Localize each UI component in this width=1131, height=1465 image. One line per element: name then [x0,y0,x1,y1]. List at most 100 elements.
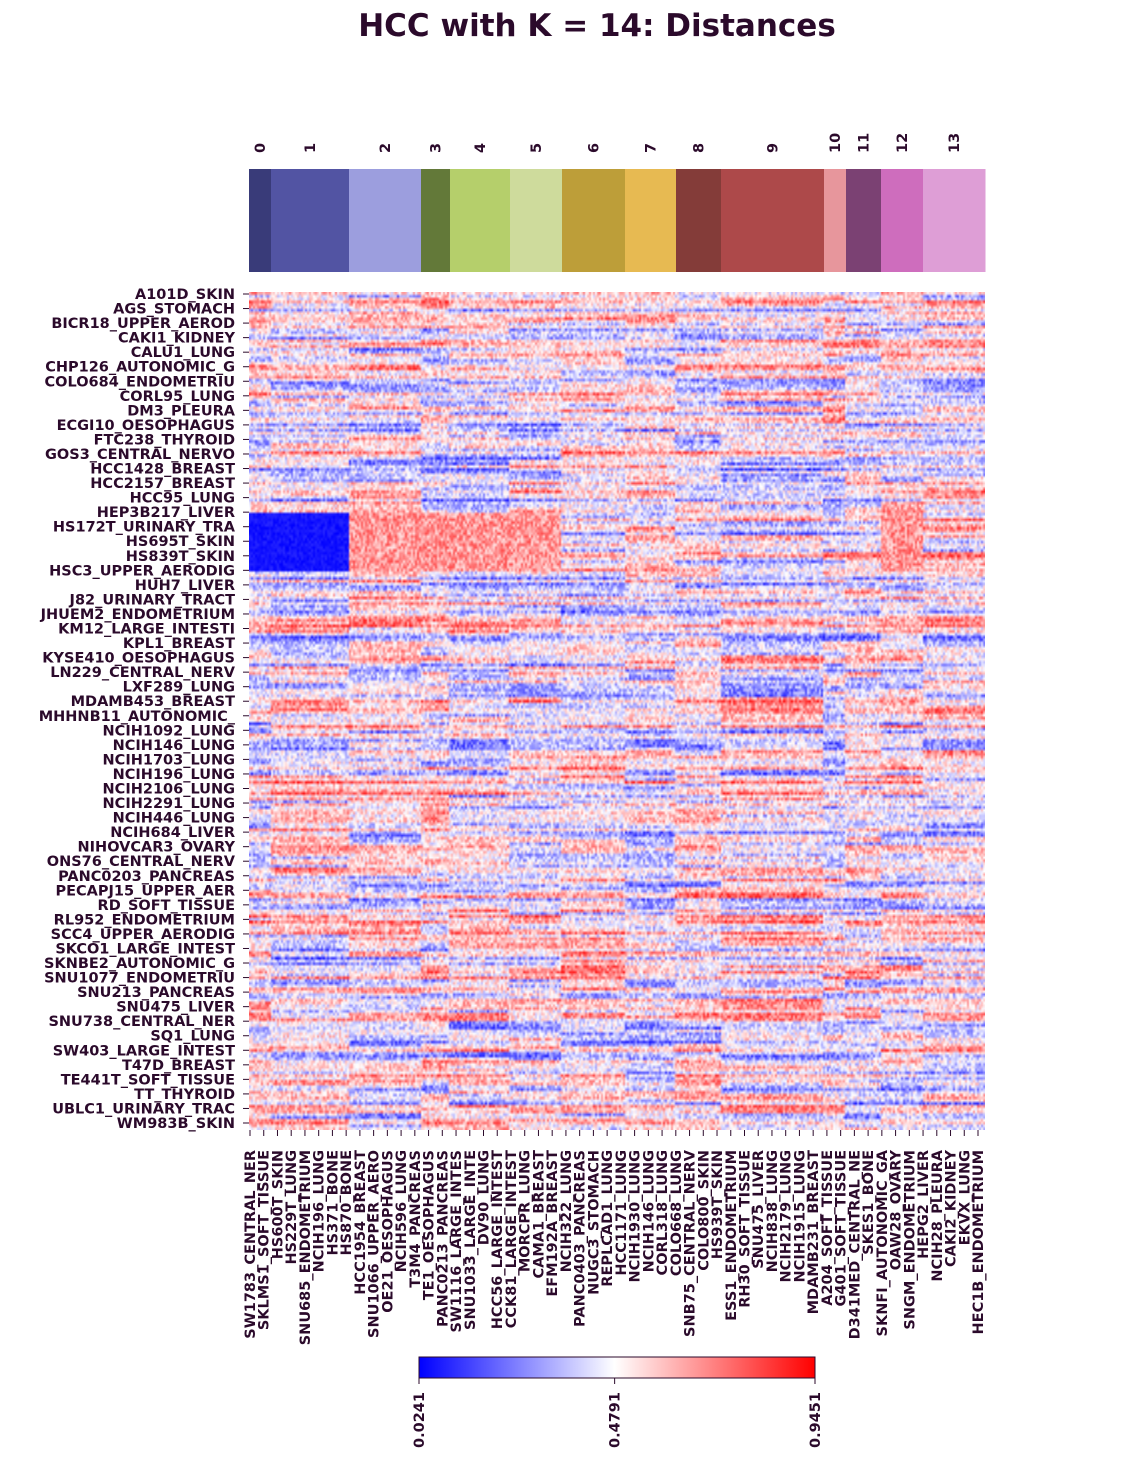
column-label: ESS1_ENDOMETRIUM [724,1150,740,1321]
cluster-label-3: 3 [429,143,445,153]
row-label: TE441T_SOFT_TISSUE [61,1072,235,1088]
column-label: HCC56_LARGE_INTEST [490,1150,506,1329]
row-label: LN229_CENTRAL_NERV [50,665,236,681]
column-label: HS870_BONE [339,1150,355,1256]
row-label: NCIH1092_LUNG [103,723,235,739]
row-label: HSC3_UPPER_AERODIG [49,563,235,579]
row-label: SNU1077_ENDOMETRIU [44,971,235,987]
row-label: KPL1_BREAST [123,636,235,652]
row-label: HCC95_LUNG [130,491,235,507]
cluster-4-swatch [450,169,511,272]
cluster-color-bar [249,169,986,272]
cluster-label-9: 9 [766,143,782,153]
column-label: HCC1954_BREAST [353,1150,369,1295]
column-label: NCIH146_LUNG [641,1150,657,1272]
row-label: MDAMB453_BREAST [71,694,235,710]
row-label: HCC2157_BREAST [90,476,235,492]
cluster-9-swatch [721,169,825,272]
cluster-label-1: 1 [303,143,319,153]
column-label: CORL318_LUNG [655,1150,671,1275]
row-label: COLO684_ENDOMETRIU [45,374,236,390]
row-label: FTC238_THYROID [94,432,235,448]
column-label: HCC1171_LUNG [614,1150,630,1276]
column-label: RH30_SOFT_TISSUE [737,1150,753,1308]
cluster-2-swatch [349,169,422,272]
row-label: SNU475_LIVER [116,1000,235,1016]
cluster-7-swatch [625,169,677,272]
row-label: KM12_LARGE_INTESTI [58,622,235,638]
heatmap-cells [249,292,985,1130]
row-label: KYSE410_OESOPHAGUS [42,651,235,667]
row-label: HS839T_SKIN [126,549,235,565]
row-label: NCIH2291_LUNG [103,796,235,812]
row-label: CALU1_LUNG [131,345,235,361]
row-label: BICR18_UPPER_AEROD [51,316,235,332]
column-label: SKES1_BONE [861,1150,877,1255]
column-label: NCIH28_PLEURA [930,1149,946,1281]
column-label: SNGM_ENDOMETRIUM [902,1150,918,1330]
row-label: LXF289_LUNG [123,680,235,696]
column-label: A204_SOFT_TISSUE [820,1150,836,1306]
column-label: COLO800_SKIN [696,1150,712,1271]
column-label: NCIH838_LUNG [765,1150,781,1272]
row-label: NCIH684_LIVER [110,825,235,841]
cluster-label-13: 13 [947,133,963,153]
row-label: GOS3_CENTRAL_NERVO [45,447,235,463]
row-label: A101D_SKIN [135,287,235,303]
column-label: SNU1033_LARGE_INTE [463,1150,479,1330]
column-label: D341MED_CENTRAL_NE [847,1150,863,1339]
column-label: PANC0403_PANCREAS [573,1150,589,1327]
row-label: SQ1_LUNG [150,1029,235,1045]
column-label: HS600T_SKIN [270,1150,286,1259]
column-label: SW1116_LARGE_INTES [449,1150,465,1333]
cluster-label-0: 0 [253,143,269,153]
row-label: J82_URINARY_TRACT [69,592,236,608]
column-label: REPLCAD1_LUNG [600,1150,616,1287]
row-label: T47D_BREAST [122,1058,235,1074]
column-label: COLO668_LUNG [669,1150,685,1276]
cluster-6-swatch [562,169,626,272]
row-label: HS172T_URINARY_TRA [53,520,236,536]
row-label: RL952_ENDOMETRIUM [54,912,235,928]
colorbar: 0.0241 0.4791 0.9451 [412,1356,824,1448]
row-label: SCC4_UPPER_AERODIG [51,927,235,943]
cluster-label-8: 8 [692,143,708,153]
row-label: ONS76_CENTRAL_NERV [47,854,236,870]
row-label: HUH7_LIVER [135,578,235,594]
row-label: PECAPJ15_UPPER_AER [56,883,236,899]
column-label: CAMA1_BREAST [531,1150,547,1279]
row-label: JHUEM2_ENDOMETRIUM [40,607,235,623]
chart-title: HCC with K = 14: Distances [358,8,836,44]
row-label: RD_SOFT_TISSUE [98,898,235,914]
row-label: UBLC1_URINARY_TRAC [52,1101,235,1117]
column-label: SKLMS1_SOFT_TISSUE [257,1150,273,1330]
row-label: CORL95_LUNG [120,389,235,405]
column-labels: SW1783_CENTRAL_NERSKLMS1_SOFT_TISSUEHS60… [243,1130,987,1345]
column-label: CCK81_LARGE_INTEST [504,1150,520,1328]
cluster-8-swatch [676,169,722,272]
column-label: HEC1B_ENDOMETRIUM [971,1150,987,1334]
cluster-label-7: 7 [644,143,660,153]
column-label: NCIH196_LUNG [312,1150,328,1272]
cluster-label-2: 2 [378,143,394,153]
column-label: HS229T_LUNG [284,1150,300,1265]
column-label: SW1783_CENTRAL_NER [243,1150,259,1339]
row-label: CHP126_AUTONOMIC_G [45,360,235,376]
colorbar-tick-label: 0.0241 [412,1392,428,1448]
row-label: NCIH446_LUNG [113,811,235,827]
column-label: MORCPR_LUNG [518,1150,534,1272]
row-label: NCIH1703_LUNG [103,752,235,768]
row-label: SNU213_PANCREAS [77,985,235,1001]
column-label: SKNFI_AUTONOMIC_GA [875,1149,891,1336]
column-label: NUGC3_STOMACH [586,1150,602,1295]
cluster-3-swatch [421,169,451,272]
row-label: TT_THYROID [134,1087,235,1103]
column-label: EKVX_LUNG [957,1150,973,1245]
cluster-label-5: 5 [529,143,545,153]
row-label: HCC1428_BREAST [90,462,235,478]
cluster-1-swatch [271,169,350,272]
cluster-0-swatch [249,169,272,272]
cluster-label-4: 4 [473,143,489,153]
column-label: OAW28_OVARY [889,1150,905,1271]
